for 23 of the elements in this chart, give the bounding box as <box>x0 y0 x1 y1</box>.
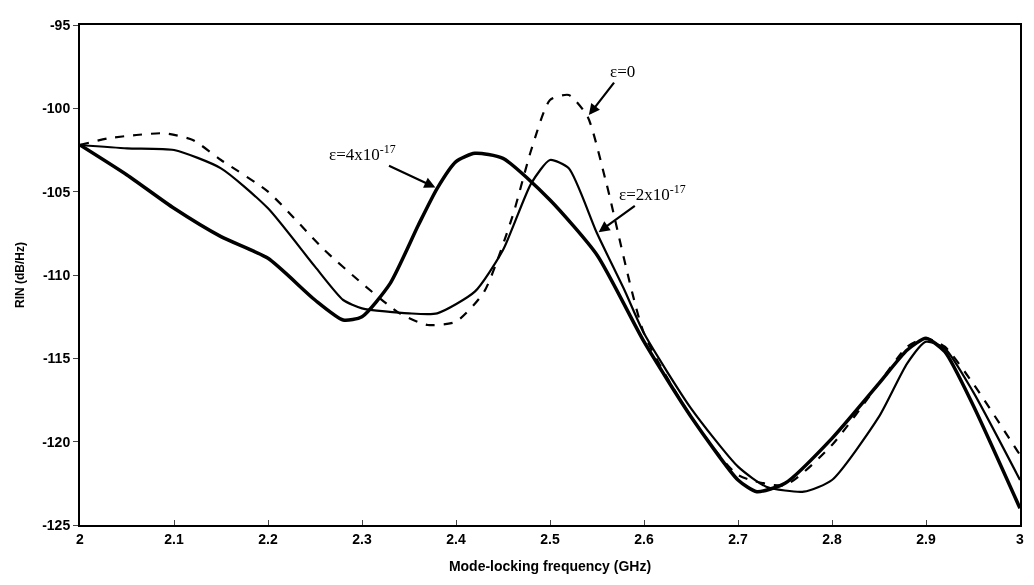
y-tick-label: -115 <box>42 350 71 367</box>
y-tick-label: -95 <box>49 16 71 33</box>
y-tick-label: -110 <box>42 266 71 283</box>
annotation: ε=4x10$^{-17}$ <box>329 142 396 165</box>
x-tick-label: 2.2 <box>258 530 278 547</box>
annotation: ε=0 <box>610 62 636 81</box>
x-tick-label: 2 <box>76 530 85 547</box>
y-tick-label: -125 <box>42 516 71 533</box>
x-tick-label: 2.9 <box>916 530 936 547</box>
annotation: ε=2x10$^{-17}$ <box>619 182 686 205</box>
y-axis-title: RIN (dB/Hz) <box>12 242 27 308</box>
x-tick-label: 2.8 <box>822 530 842 547</box>
x-tick-label: 2.6 <box>634 530 654 547</box>
x-tick-label: 2.5 <box>540 530 560 547</box>
y-tick-label: -120 <box>42 433 71 450</box>
x-tick-label: 2.4 <box>446 530 466 547</box>
y-tick-label: -105 <box>42 183 71 200</box>
x-tick-label: 2.3 <box>352 530 372 547</box>
x-tick-label: 3 <box>1016 530 1025 547</box>
x-tick-label: 2.7 <box>728 530 748 547</box>
x-axis-title: Mode-locking frequency (GHz) <box>448 557 652 574</box>
x-tick-label: 2.1 <box>164 530 184 547</box>
y-tick-label: -100 <box>42 100 71 117</box>
